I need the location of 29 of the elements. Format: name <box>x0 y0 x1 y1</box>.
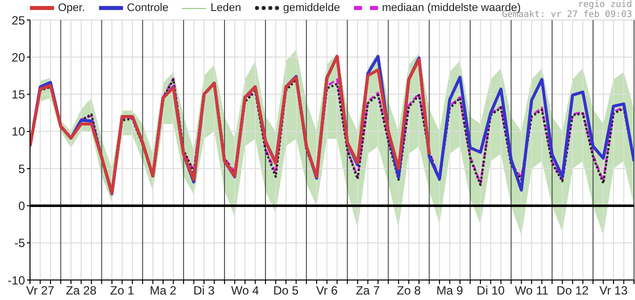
x-tick-label: Do 12 <box>556 284 589 298</box>
legend-label: Leden <box>210 2 242 14</box>
x-tick-label: Za 7 <box>356 284 380 298</box>
x-tick-label: Za 28 <box>66 284 97 298</box>
x-tick-label: Do 5 <box>273 284 299 298</box>
x-tick-label: Ma 2 <box>150 284 177 298</box>
legend-label: gemiddelde <box>283 2 340 14</box>
x-tick-label: Zo 8 <box>396 284 422 298</box>
x-tick-label: Vr 6 <box>316 284 338 298</box>
x-tick-label: Di 10 <box>476 284 506 298</box>
line-series <box>30 54 431 195</box>
x-tick-label: Di 3 <box>193 284 216 298</box>
legend-label: Oper. <box>58 2 85 14</box>
x-tick-label: Wo 4 <box>231 284 260 298</box>
y-tick-label: 0 <box>18 198 26 213</box>
x-tick-label: Vr 27 <box>26 284 55 298</box>
x-tick-label: Wo 11 <box>514 284 549 298</box>
legend-label: Controle <box>126 2 168 14</box>
x-tick-label: Vr 13 <box>599 284 628 298</box>
y-tick-label: 20 <box>12 50 26 64</box>
y-tick-label: 10 <box>12 124 26 139</box>
x-tick-label: Zo 1 <box>110 284 134 298</box>
y-tick-label: -10 <box>8 273 26 288</box>
y-tick-label: 15 <box>12 88 26 102</box>
x-tick-label: Ma 9 <box>436 284 464 298</box>
y-tick-label: -5 <box>14 236 26 250</box>
y-tick-label: 5 <box>18 162 26 176</box>
text: regio zuid <box>578 0 632 10</box>
y-tick-label: 25 <box>12 13 26 28</box>
